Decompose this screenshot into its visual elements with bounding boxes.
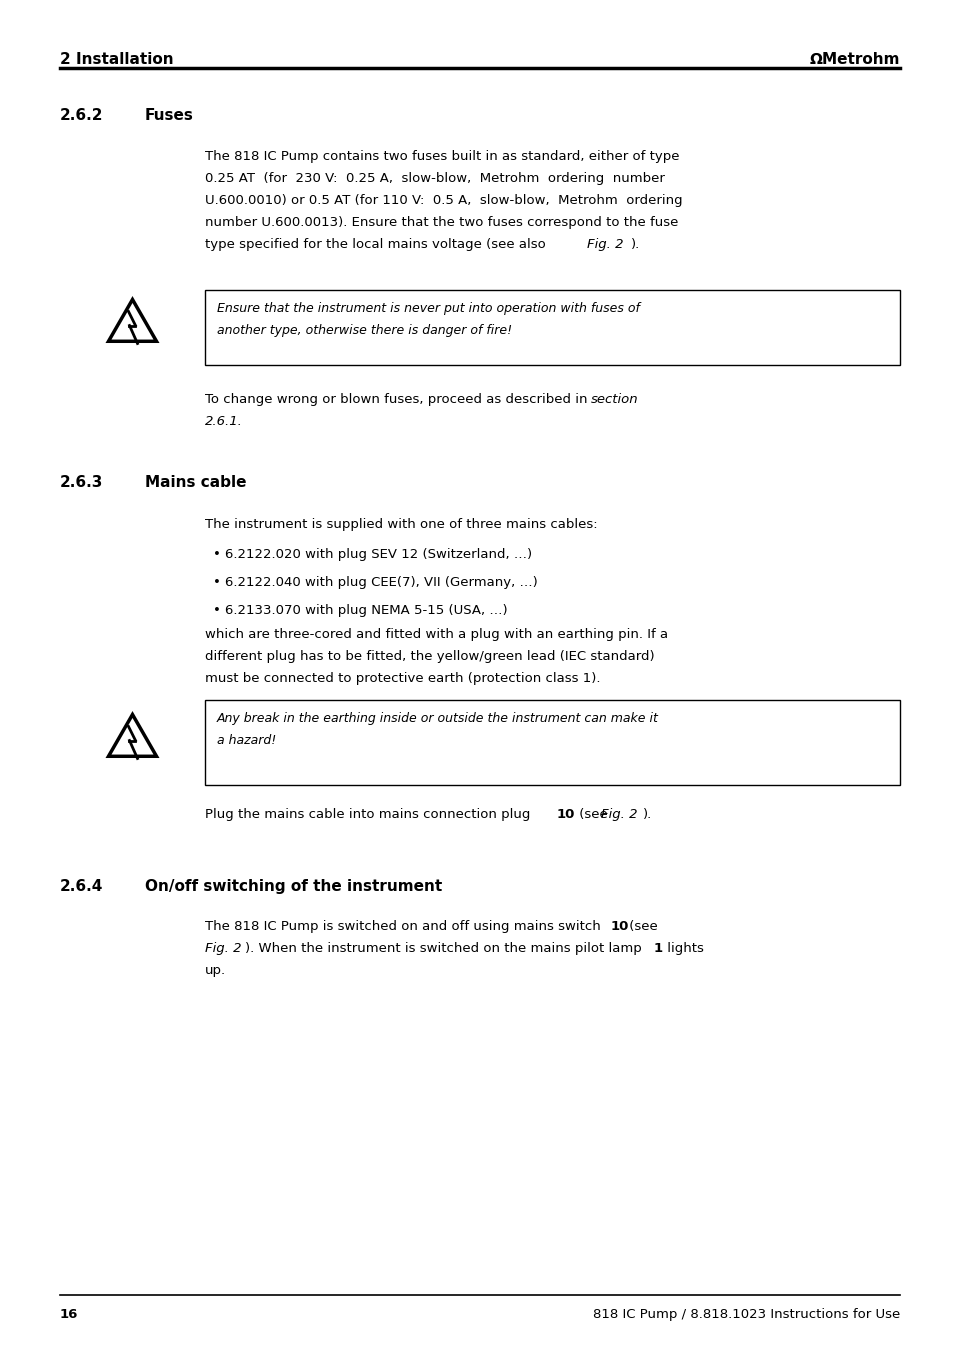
FancyBboxPatch shape [205, 290, 899, 365]
Polygon shape [109, 300, 156, 342]
Text: Fig. 2: Fig. 2 [205, 942, 241, 955]
Text: 10: 10 [610, 920, 629, 934]
Text: ).: ). [630, 238, 639, 251]
Text: another type, otherwise there is danger of fire!: another type, otherwise there is danger … [216, 324, 512, 336]
Text: 16: 16 [60, 1308, 78, 1321]
Text: 10: 10 [557, 808, 575, 821]
Text: 1: 1 [654, 942, 662, 955]
Text: On/off switching of the instrument: On/off switching of the instrument [145, 880, 442, 894]
Text: ).: ). [642, 808, 652, 821]
Text: different plug has to be fitted, the yellow/green lead (IEC standard): different plug has to be fitted, the yel… [205, 650, 654, 663]
Text: section: section [590, 393, 638, 407]
Text: (see: (see [575, 808, 612, 821]
Text: Fig. 2: Fig. 2 [586, 238, 623, 251]
Text: •: • [213, 604, 221, 617]
Text: Ensure that the instrument is never put into operation with fuses of: Ensure that the instrument is never put … [216, 303, 639, 315]
Text: 818 IC Pump / 8.818.1023 Instructions for Use: 818 IC Pump / 8.818.1023 Instructions fo… [592, 1308, 899, 1321]
Text: 2.6.4: 2.6.4 [60, 880, 103, 894]
Text: The 818 IC Pump contains two fuses built in as standard, either of type: The 818 IC Pump contains two fuses built… [205, 150, 679, 163]
Text: •: • [213, 576, 221, 589]
Text: which are three-cored and fitted with a plug with an earthing pin. If a: which are three-cored and fitted with a … [205, 628, 667, 640]
Text: must be connected to protective earth (protection class 1).: must be connected to protective earth (p… [205, 671, 599, 685]
Text: 2.6.1.: 2.6.1. [205, 415, 243, 428]
Text: up.: up. [205, 965, 226, 977]
Text: ΩMetrohm: ΩMetrohm [809, 51, 899, 68]
Text: 0.25 AT  (for  230 V:  0.25 A,  slow-blow,  Metrohm  ordering  number: 0.25 AT (for 230 V: 0.25 A, slow-blow, M… [205, 172, 664, 185]
Text: 2 Installation: 2 Installation [60, 51, 173, 68]
Text: U.600.0010) or 0.5 AT (for 110 V:  0.5 A,  slow-blow,  Metrohm  ordering: U.600.0010) or 0.5 AT (for 110 V: 0.5 A,… [205, 195, 682, 207]
Text: 6.2122.040 with plug CEE(7), VII (Germany, …): 6.2122.040 with plug CEE(7), VII (German… [225, 576, 537, 589]
Text: 2.6.3: 2.6.3 [60, 476, 103, 490]
Text: 2.6.2: 2.6.2 [60, 108, 103, 123]
Text: Fuses: Fuses [145, 108, 193, 123]
Text: The instrument is supplied with one of three mains cables:: The instrument is supplied with one of t… [205, 517, 597, 531]
Text: Plug the mains cable into mains connection plug: Plug the mains cable into mains connecti… [205, 808, 534, 821]
Text: lights: lights [662, 942, 703, 955]
Text: Mains cable: Mains cable [145, 476, 246, 490]
Text: Any break in the earthing inside or outside the instrument can make it: Any break in the earthing inside or outs… [216, 712, 659, 725]
Text: 6.2122.020 with plug SEV 12 (Switzerland, …): 6.2122.020 with plug SEV 12 (Switzerland… [225, 549, 532, 561]
Text: ). When the instrument is switched on the mains pilot lamp: ). When the instrument is switched on th… [245, 942, 645, 955]
FancyBboxPatch shape [205, 700, 899, 785]
Text: a hazard!: a hazard! [216, 734, 276, 747]
Text: The 818 IC Pump is switched on and off using mains switch: The 818 IC Pump is switched on and off u… [205, 920, 604, 934]
Text: 6.2133.070 with plug NEMA 5-15 (USA, …): 6.2133.070 with plug NEMA 5-15 (USA, …) [225, 604, 507, 617]
Text: •: • [213, 549, 221, 561]
Text: (see: (see [624, 920, 657, 934]
Text: number U.600.0013). Ensure that the two fuses correspond to the fuse: number U.600.0013). Ensure that the two … [205, 216, 678, 230]
Text: type specified for the local mains voltage (see also: type specified for the local mains volta… [205, 238, 550, 251]
Text: To change wrong or blown fuses, proceed as described in: To change wrong or blown fuses, proceed … [205, 393, 591, 407]
Text: Fig. 2: Fig. 2 [600, 808, 637, 821]
Polygon shape [109, 715, 156, 757]
